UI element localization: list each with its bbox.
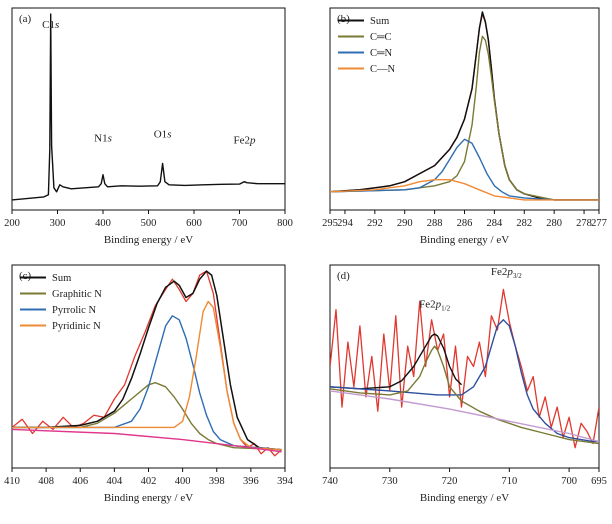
annotation-subscript: 1/2 [441, 305, 450, 313]
x-tick-label: 300 [50, 218, 66, 229]
peak-annotation: Fe2p [234, 134, 257, 146]
x-tick-label: 695 [591, 476, 607, 487]
annotation-text: N1 [94, 132, 107, 144]
x-tick-label: 277 [591, 218, 607, 229]
x-tick-label: 800 [277, 218, 293, 229]
peak-annotation: N1s [94, 132, 112, 144]
legend-label: Pyrrolic N [52, 305, 96, 316]
peak-annotation: Fe2p1/2 [419, 299, 450, 313]
panel-label: (c) [19, 270, 32, 282]
x-tick-label: 290 [397, 218, 413, 229]
x-axis-label: Binding energy / eV [420, 492, 509, 504]
series-line-3 [330, 345, 599, 445]
annotation-orbital: p [506, 266, 513, 278]
annotation-text: Fe2 [234, 134, 251, 146]
panel-label: (d) [337, 270, 350, 282]
x-tick-label: 600 [186, 218, 202, 229]
x-tick-label: 200 [4, 218, 20, 229]
x-tick-label: 280 [546, 218, 562, 229]
x-tick-label: 410 [4, 476, 20, 487]
panel-a: 200 300 400 500 600 700 800 Binding energy / eV… [4, 7, 293, 246]
series-line-4 [12, 300, 282, 451]
x-tick-label: 294 [337, 218, 354, 229]
x-tick-label: 286 [457, 218, 473, 229]
series-line-0 [12, 270, 283, 457]
x-axis-label: Binding energy / eV [104, 234, 193, 246]
annotation-text: Fe2 [419, 299, 436, 311]
series-line-0 [12, 13, 285, 201]
annotation-orbital: p [435, 299, 442, 311]
annotation-orbital: s [167, 128, 171, 140]
annotation-text: C1 [42, 19, 55, 31]
panel-c: 410 408 406 404 402 400 398 396 394 Binding energ… [4, 264, 294, 504]
x-axis-label: Binding energy / eV [420, 234, 509, 246]
peak-annotation: Fe2p3/2 [491, 266, 522, 280]
peak-annotation: O1s [154, 128, 172, 140]
x-tick-label: 284 [487, 218, 504, 229]
panel-label: (b) [337, 13, 350, 25]
x-tick-label: 730 [382, 476, 398, 487]
annotation-text: O1 [154, 128, 167, 140]
legend-label: C═C [370, 32, 391, 43]
x-tick-label: 278 [576, 218, 592, 229]
x-tick-label: 740 [322, 476, 338, 487]
legend-label: C—N [370, 64, 396, 75]
x-tick-label: 400 [95, 218, 111, 229]
x-tick-label: 500 [141, 218, 157, 229]
x-tick-label: 282 [516, 218, 532, 229]
peak-annotation: C1s [42, 19, 59, 31]
legend: Sum C═C C═N C—N [338, 16, 396, 75]
legend-label: Sum [52, 273, 71, 284]
x-tick-label: 394 [277, 476, 294, 487]
x-tick-label: 700 [561, 476, 577, 487]
x-tick-label: 700 [232, 218, 248, 229]
x-tick-label: 406 [72, 476, 88, 487]
series-line-4 [330, 178, 599, 201]
legend-label: Sum [370, 16, 389, 27]
x-tick-label: 288 [427, 218, 443, 229]
x-tick-label: 404 [107, 476, 124, 487]
annotation-orbital: p [249, 134, 256, 146]
x-tick-label: 292 [367, 218, 383, 229]
annotation-subscript: 3/2 [513, 272, 522, 280]
series-line-5 [12, 428, 282, 453]
x-tick-label: 398 [209, 476, 225, 487]
x-axis-label: Binding energy / eV [104, 492, 193, 504]
x-tick-label: 396 [243, 476, 259, 487]
series-line-1 [12, 270, 282, 451]
annotation-text: Fe2 [491, 266, 508, 278]
series-line-1 [330, 333, 462, 390]
x-tick-label: 710 [501, 476, 517, 487]
series-line-3 [330, 138, 599, 201]
annotation-orbital: s [108, 132, 112, 144]
x-tick-label: 408 [38, 476, 54, 487]
x-tick-label: 400 [175, 476, 191, 487]
panel-d: 740 730 720 710 700 695 Binding energy / eV (d)… [322, 264, 607, 504]
series-line-4 [330, 390, 599, 443]
series-line-2 [330, 319, 599, 443]
series-line-0 [330, 288, 599, 449]
x-tick-label: 720 [442, 476, 458, 487]
panel-b: 295 294 292 290 288 286 284 282 280 278 277 Binding… [322, 7, 607, 246]
annotation-orbital: s [55, 19, 59, 31]
x-tick-label: 295 [322, 218, 338, 229]
legend-label: Graphitic N [52, 289, 102, 300]
legend-label: Pyridinic N [52, 321, 101, 332]
x-tick-label: 402 [141, 476, 157, 487]
series-line-2 [12, 382, 282, 451]
panel-label: (a) [19, 13, 32, 25]
legend: Sum Graphitic N Pyrrolic N Pyridinic N [20, 273, 102, 332]
legend-label: C═N [370, 48, 392, 59]
series-line-3 [12, 315, 282, 451]
